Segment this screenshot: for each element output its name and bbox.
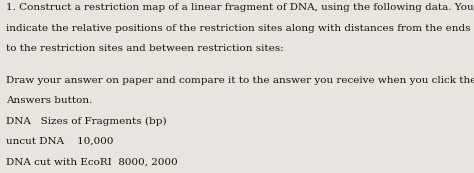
Text: indicate the relative positions of the restriction sites along with distances fr: indicate the relative positions of the r… [6, 24, 474, 33]
Text: Answers button.: Answers button. [6, 96, 92, 105]
Text: to the restriction sites and between restriction sites:: to the restriction sites and between res… [6, 44, 284, 53]
Text: Draw your answer on paper and compare it to the answer you receive when you clic: Draw your answer on paper and compare it… [6, 76, 474, 85]
Text: DNA   Sizes of Fragments (bp): DNA Sizes of Fragments (bp) [6, 117, 167, 126]
Text: DNA cut with EcoRI  8000, 2000: DNA cut with EcoRI 8000, 2000 [6, 158, 178, 167]
Text: 1. Construct a restriction map of a linear fragment of DNA, using the following : 1. Construct a restriction map of a line… [6, 3, 474, 12]
Text: uncut DNA    10,000: uncut DNA 10,000 [6, 137, 114, 146]
